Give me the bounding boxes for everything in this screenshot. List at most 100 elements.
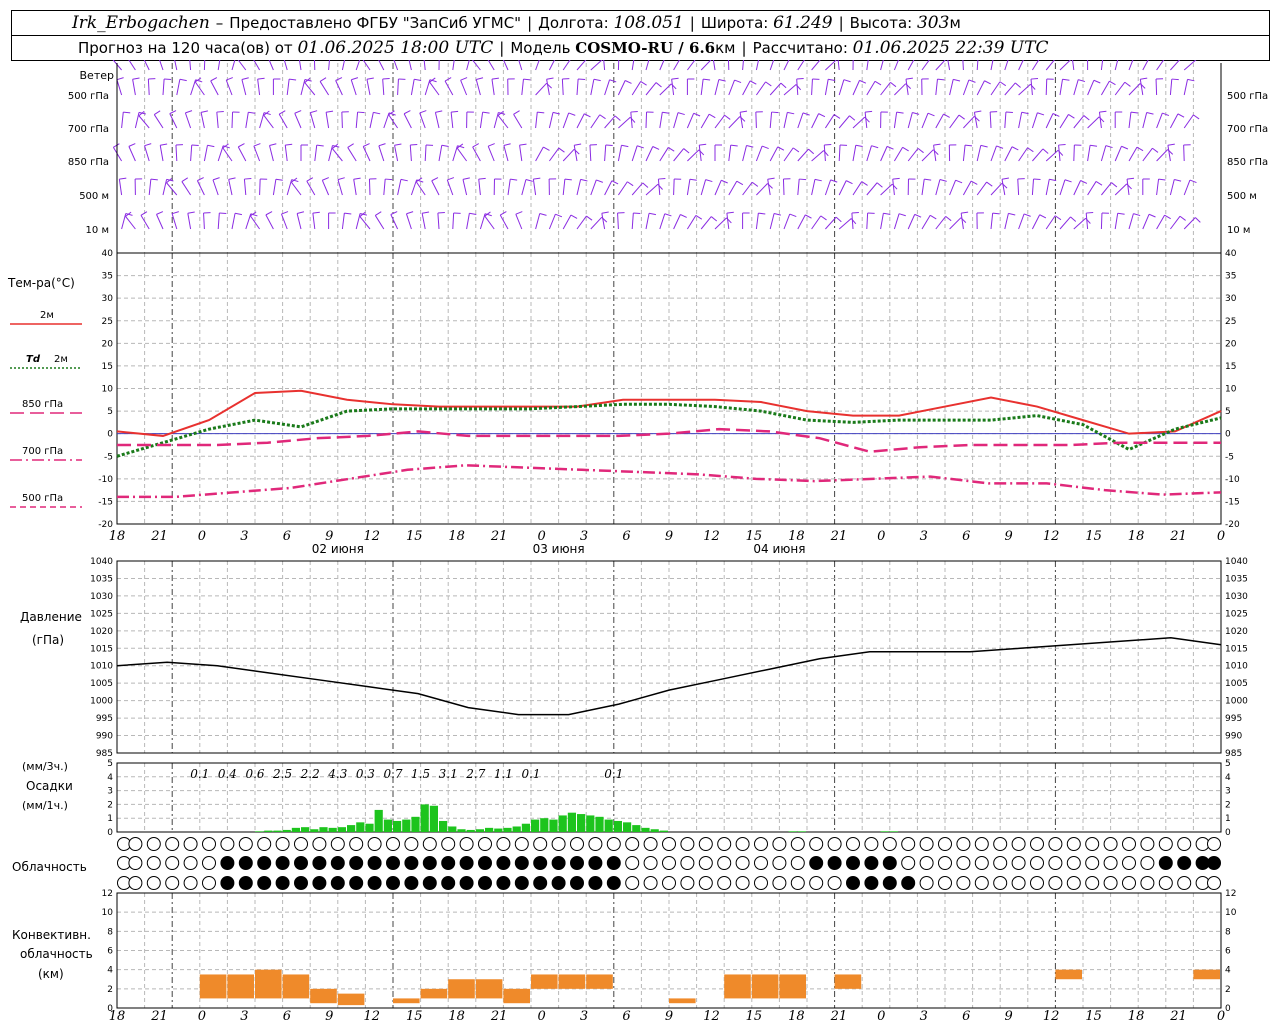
wind-barb-feather (269, 143, 277, 146)
cloud-symbol (680, 876, 695, 890)
wind-barb (687, 60, 696, 71)
conv-ytick-right: 6 (1225, 947, 1231, 957)
wind-barb-feather (671, 77, 679, 80)
prec-bar (273, 830, 282, 832)
cloud-symbol (864, 856, 879, 870)
wind-barb-feather (599, 114, 606, 120)
pres-ytick-right: 985 (1225, 749, 1242, 759)
conv-xtick: 12 (703, 1009, 720, 1024)
wind-barb (960, 213, 964, 230)
wind-barb (797, 148, 809, 162)
pres-ytick-left: 1040 (90, 557, 113, 567)
conv-ytick-left: 0 (107, 1004, 113, 1014)
prec-ytick-right: 4 (1225, 773, 1231, 783)
wind-barb-feather (596, 179, 604, 183)
wind-barb (397, 78, 399, 96)
wind-barb (359, 216, 371, 230)
wind-barb (383, 112, 390, 129)
wind-barb (1156, 112, 1163, 129)
date-label: 02 июня (312, 542, 364, 556)
wind-barb (460, 79, 468, 96)
cloud-symbol (606, 837, 621, 851)
model-name: COSMO-RU / 6.6 (575, 39, 716, 57)
cloud-symbol (422, 837, 437, 851)
wind-barb (1128, 146, 1138, 162)
wind-barb-feather (642, 182, 649, 188)
wind-barb (962, 60, 964, 71)
cloud-symbol (919, 837, 934, 851)
wind-barb (176, 79, 181, 96)
wind-barb (325, 112, 330, 129)
wind-barb (631, 81, 642, 96)
wind-barb (728, 180, 738, 196)
cloud-symbol (956, 856, 971, 870)
wind-barb (880, 213, 884, 230)
wind-barb (429, 81, 440, 96)
wind-barb (590, 179, 597, 196)
wind-barb (1059, 79, 1063, 96)
wind-barb-feather (1062, 78, 1070, 81)
wind-barb (880, 60, 884, 71)
wind-barb (1114, 81, 1126, 96)
wind-barb (335, 80, 343, 96)
wind-barb (712, 60, 716, 71)
prec-total-label: 0.1 (190, 767, 209, 781)
wind-barb (905, 79, 909, 96)
cloud-symbol (294, 837, 308, 851)
wind-barb (181, 181, 192, 196)
wind-barb-feather (347, 143, 354, 148)
cloud-symbol (496, 837, 511, 851)
wind-barb (989, 111, 992, 129)
wind-barb (548, 147, 560, 162)
wind-barb-feather (263, 110, 270, 116)
pres-ytick-right: 1015 (1225, 644, 1248, 654)
cloud-symbol (441, 837, 456, 851)
wind-barb (573, 145, 578, 162)
wind-barb-feather (390, 211, 398, 215)
conv-bar (1193, 969, 1220, 980)
wind-barb (369, 112, 374, 129)
wind-barb (434, 112, 440, 129)
wind-barb-feather (896, 111, 904, 114)
wind-barb-feather (400, 178, 408, 182)
wind-barb (811, 113, 820, 129)
prec-bar (485, 827, 494, 832)
pres-ytick-right: 1035 (1225, 574, 1248, 584)
wind-barb (1031, 214, 1041, 230)
wind-barb (1087, 116, 1100, 129)
wind-barb (1114, 146, 1122, 162)
cloud-symbol (1103, 856, 1118, 870)
wind-barb (590, 60, 603, 71)
wind-barb (548, 213, 556, 230)
wind-barb (535, 146, 544, 162)
wind-barb-feather (724, 114, 731, 120)
prec-bar (650, 829, 659, 832)
conv-ytick-left: 2 (107, 985, 113, 995)
wind-barb-feather (1083, 115, 1090, 121)
cloud-symbol (790, 837, 805, 851)
temp-xtick: 15 (746, 529, 763, 544)
wind-barb (328, 145, 333, 162)
wind-barb-feather (695, 215, 703, 220)
wind-barb (714, 114, 726, 129)
prec-ytick-left: 4 (107, 773, 113, 783)
wind-barb (216, 112, 219, 129)
wind-barb-feather (429, 79, 437, 83)
cloud-symbol (238, 856, 253, 870)
wind-barb-feather (721, 179, 728, 184)
cloud-symbol (202, 876, 216, 890)
prec-bar (659, 830, 668, 832)
wind-barb (797, 112, 804, 129)
prec-bar (365, 823, 374, 832)
wind-barb (657, 179, 661, 196)
wind-barb (645, 213, 650, 230)
wind-barb (312, 213, 316, 230)
wind-barb (1128, 112, 1132, 129)
prec-bar (282, 829, 291, 832)
wind-barb (589, 144, 592, 162)
wind-level-label-right: 500 гПа (1227, 91, 1268, 102)
wind-level-label-right: 700 гПа (1227, 124, 1268, 135)
wind-barb-feather (513, 110, 520, 115)
cloud-symbol (919, 856, 934, 870)
wind-barb (518, 60, 523, 71)
